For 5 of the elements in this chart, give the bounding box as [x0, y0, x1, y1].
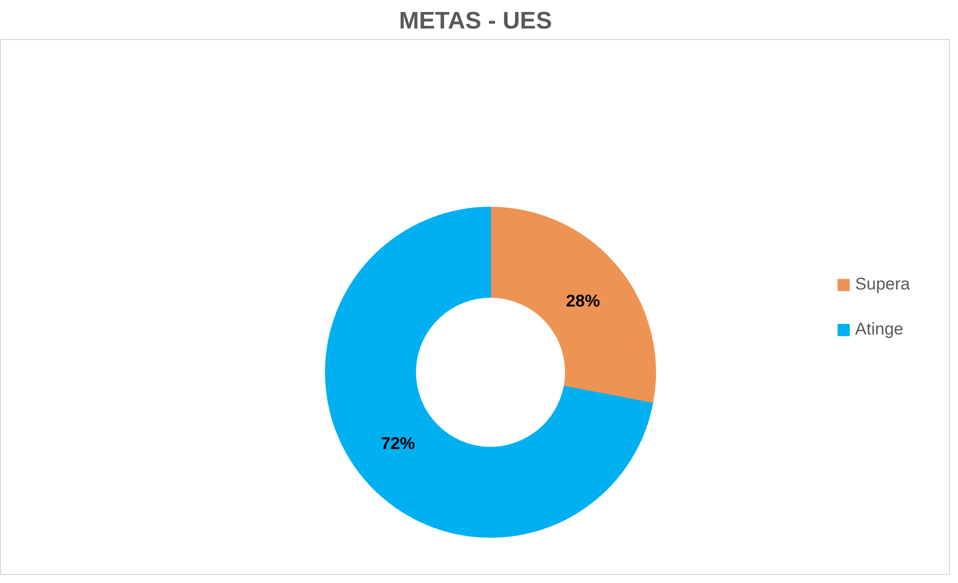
data-label: 72%	[381, 434, 416, 454]
legend-label: Atinge	[855, 320, 904, 340]
data-label: 28%	[566, 291, 600, 310]
legend-label: Supera	[855, 274, 910, 294]
chart-title: METAS - UES	[399, 8, 552, 34]
